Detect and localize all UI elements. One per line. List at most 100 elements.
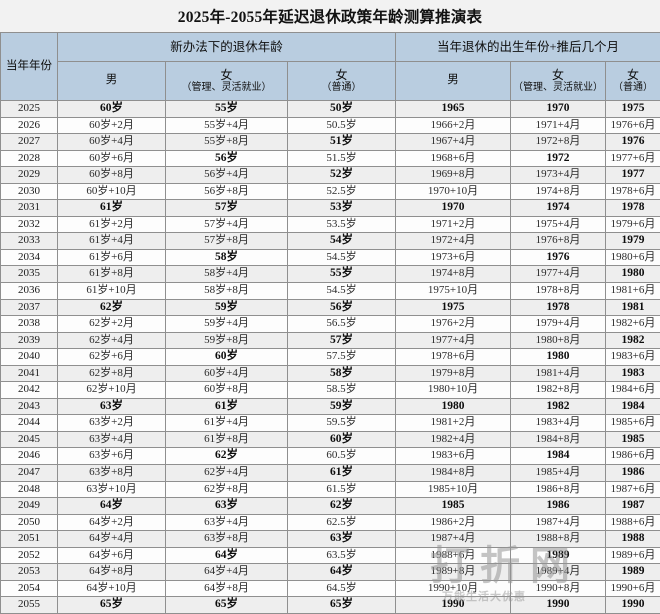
- cell-age-male: 61岁+4月: [58, 233, 166, 250]
- cell-age-female-mgmt: 62岁+4月: [166, 465, 288, 482]
- cell-birth-female-mgmt: 1990+8月: [511, 580, 606, 597]
- cell-age-female-mgmt: 56岁+8月: [166, 183, 288, 200]
- title-bar: 2025年-2055年延迟退休政策年龄测算推演表: [0, 0, 660, 32]
- cell-age-male: 64岁+6月: [58, 547, 166, 564]
- cell-birth-female-mgmt: 1980+8月: [511, 332, 606, 349]
- cell-birth-male: 1970: [396, 200, 511, 217]
- cell-birth-male: 1990: [396, 597, 511, 614]
- cell-age-female-normal: 63岁: [288, 531, 396, 548]
- cell-age-male: 62岁: [58, 299, 166, 316]
- cell-birth-female-mgmt: 1970: [511, 101, 606, 118]
- cell-birth-female-normal: 1988: [606, 531, 660, 548]
- cell-age-male: 61岁+2月: [58, 216, 166, 233]
- cell-birth-female-mgmt: 1982+8月: [511, 382, 606, 399]
- cell-birth-female-mgmt: 1971+4月: [511, 117, 606, 134]
- cell-birth-male: 1980: [396, 398, 511, 415]
- column-group-birth-year-plus-months: 当年退休的出生年份+推后几个月: [396, 33, 660, 62]
- cell-age-male: 60岁+2月: [58, 117, 166, 134]
- cell-birth-female-mgmt: 1978: [511, 299, 606, 316]
- retirement-age-table: 当年年份 新办法下的退休年龄 当年退休的出生年份+推后几个月 男 女 （管理、灵…: [0, 32, 660, 614]
- cell-birth-female-normal: 1986: [606, 465, 660, 482]
- cell-birth-female-mgmt: 1984+8月: [511, 431, 606, 448]
- column-header-birth-male: 男: [396, 62, 511, 101]
- cell-age-female-mgmt: 62岁+8月: [166, 481, 288, 498]
- cell-age-female-normal: 51岁: [288, 134, 396, 151]
- cell-year: 2032: [1, 216, 58, 233]
- column-header-age-female-normal: 女 （普通）: [288, 62, 396, 101]
- cell-year: 2041: [1, 365, 58, 382]
- cell-year: 2042: [1, 382, 58, 399]
- cell-birth-female-normal: 1976+6月: [606, 117, 660, 134]
- column-header-year: 当年年份: [1, 33, 58, 101]
- cell-year: 2052: [1, 547, 58, 564]
- cell-birth-female-normal: 1990: [606, 597, 660, 614]
- page-title: 2025年-2055年延迟退休政策年龄测算推演表: [178, 5, 482, 27]
- cell-birth-male: 1976+2月: [396, 316, 511, 333]
- cell-birth-male: 1973+6月: [396, 249, 511, 266]
- cell-age-female-mgmt: 60岁+4月: [166, 365, 288, 382]
- cell-year: 2027: [1, 134, 58, 151]
- cell-birth-female-normal: 1979+6月: [606, 216, 660, 233]
- cell-age-male: 62岁+10月: [58, 382, 166, 399]
- cell-birth-male: 1986+2月: [396, 514, 511, 531]
- cell-age-female-normal: 50岁: [288, 101, 396, 118]
- cell-age-female-mgmt: 58岁+8月: [166, 283, 288, 300]
- cell-year: 2036: [1, 283, 58, 300]
- cell-birth-female-normal: 1981: [606, 299, 660, 316]
- cell-age-male: 65岁: [58, 597, 166, 614]
- cell-age-female-normal: 51.5岁: [288, 150, 396, 167]
- cell-birth-female-normal: 1983+6月: [606, 349, 660, 366]
- cell-birth-female-mgmt: 1976+8月: [511, 233, 606, 250]
- cell-birth-male: 1983+6月: [396, 448, 511, 465]
- cell-age-female-normal: 57岁: [288, 332, 396, 349]
- cell-birth-female-mgmt: 1973+4月: [511, 167, 606, 184]
- cell-year: 2025: [1, 101, 58, 118]
- cell-age-male: 60岁+4月: [58, 134, 166, 151]
- cell-age-male: 61岁+10月: [58, 283, 166, 300]
- age-female-mgmt-main: 女: [166, 68, 287, 82]
- cell-age-female-mgmt: 62岁: [166, 448, 288, 465]
- birth-female-mgmt-main: 女: [511, 68, 605, 82]
- cell-age-female-mgmt: 60岁+8月: [166, 382, 288, 399]
- cell-age-female-normal: 54岁: [288, 233, 396, 250]
- cell-birth-male: 1966+2月: [396, 117, 511, 134]
- cell-age-female-normal: 55岁: [288, 266, 396, 283]
- table-header: 当年年份 新办法下的退休年龄 当年退休的出生年份+推后几个月 男 女 （管理、灵…: [1, 33, 660, 101]
- cell-age-male: 64岁: [58, 498, 166, 515]
- cell-age-female-normal: 63.5岁: [288, 547, 396, 564]
- cell-year: 2028: [1, 150, 58, 167]
- cell-age-female-mgmt: 56岁: [166, 150, 288, 167]
- column-header-birth-female-normal: 女 （普通）: [606, 62, 660, 101]
- cell-age-female-normal: 52岁: [288, 167, 396, 184]
- cell-age-female-mgmt: 55岁+4月: [166, 117, 288, 134]
- cell-birth-female-normal: 1980: [606, 266, 660, 283]
- cell-birth-female-mgmt: 1985+4月: [511, 465, 606, 482]
- cell-age-male: 61岁+6月: [58, 249, 166, 266]
- cell-birth-male: 1970+10月: [396, 183, 511, 200]
- cell-birth-male: 1968+6月: [396, 150, 511, 167]
- cell-birth-female-mgmt: 1983+4月: [511, 415, 606, 432]
- cell-year: 2033: [1, 233, 58, 250]
- cell-birth-male: 1978+6月: [396, 349, 511, 366]
- cell-birth-male: 1982+4月: [396, 431, 511, 448]
- cell-birth-female-normal: 1978: [606, 200, 660, 217]
- cell-birth-female-mgmt: 1987+4月: [511, 514, 606, 531]
- cell-age-female-mgmt: 64岁+4月: [166, 564, 288, 581]
- column-header-birth-female-mgmt: 女 （管理、灵活就业）: [511, 62, 606, 101]
